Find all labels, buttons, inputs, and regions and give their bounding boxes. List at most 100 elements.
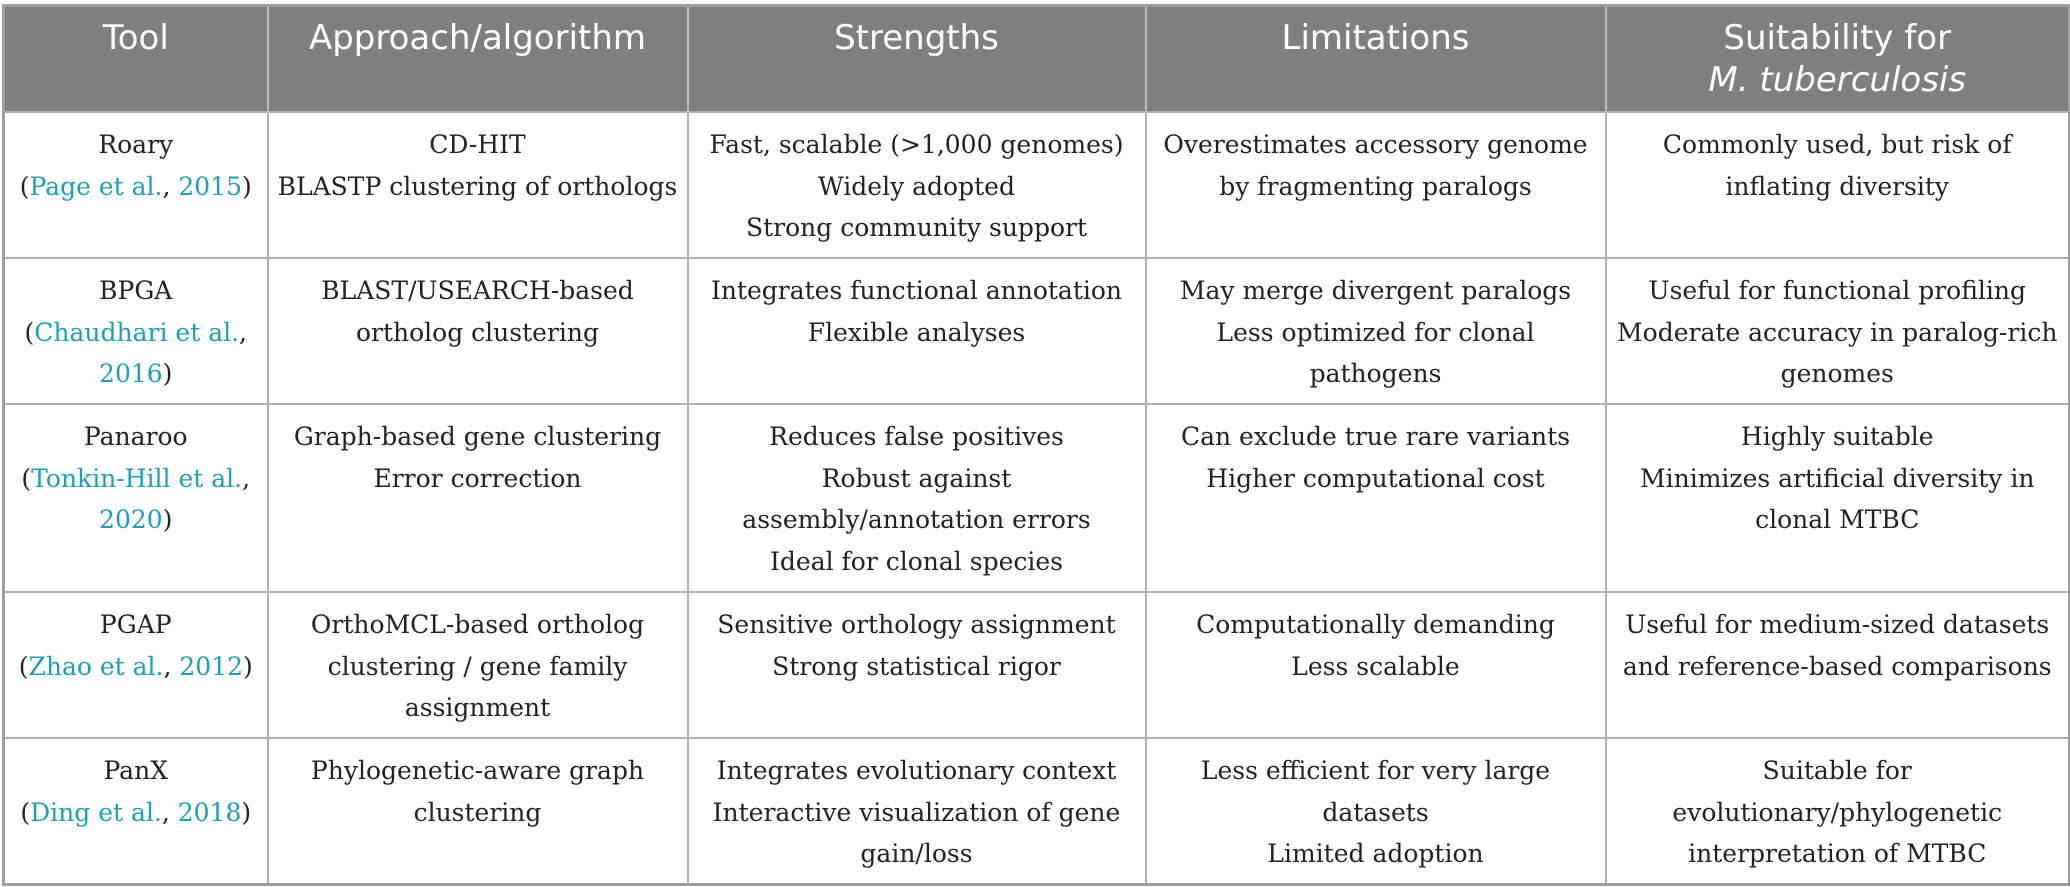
citation-close-paren: )	[243, 651, 253, 681]
citation-close-paren: )	[162, 505, 173, 534]
strengths-item: Fast, scalable (>1,000 genomes)	[709, 130, 1124, 159]
strengths-item: Widely adopted	[818, 171, 1015, 201]
citation-author-link[interactable]: Chaudhari et al.	[34, 317, 240, 347]
table-row: BPGA (Chaudhari et al., 2016) BLAST/USEARC…	[2, 257, 2070, 405]
suitability-item: Moderate accuracy in paralog-rich genome…	[1617, 317, 2058, 389]
table-container: Tool Approach/algorithm Strengths Limita…	[2, 4, 2070, 886]
suitability-item: Minimizes artificial diversity in clonal…	[1640, 463, 2035, 535]
suitability-cell: Highly suitable Minimizes artificial dive…	[1604, 403, 2070, 593]
table-row: Roary (Page et al., 2015) CD-HIT BLASTP clu…	[2, 111, 2070, 259]
table-header: Tool Approach/algorithm Strengths Limita…	[2, 5, 2070, 112]
approach-cell: OrthoMCL-based ortholog clustering / gen…	[266, 591, 689, 739]
limitations-item: Less efficient for very large datasets	[1200, 756, 1551, 827]
strengths-cell: Reduces false positives Robust against as…	[686, 403, 1147, 593]
header-suitability-species: M. tuberculosis	[1708, 60, 1967, 100]
citation-separator: ,	[163, 651, 180, 681]
suitability-cell: Useful for medium-sized datasets and ref…	[1604, 591, 2070, 739]
tool-name: Roary	[98, 130, 174, 159]
limitations-cell: May merge divergent paralogs Less optimiz…	[1144, 257, 1607, 405]
tool-cell: Panaroo (Tonkin-Hill et al., 2020)	[2, 403, 269, 593]
tool-citation: (Chaudhari et al., 2016)	[25, 318, 248, 389]
approach-cell: Phylogenetic-aware graph clustering	[266, 737, 689, 886]
header-approach-label: Approach/algorithm	[308, 18, 647, 58]
header-strengths: Strengths	[686, 5, 1147, 112]
citation-separator: ,	[162, 171, 179, 201]
limitations-cell: Overestimates accessory genome by fragme…	[1144, 111, 1607, 259]
suitability-cell: Useful for functional profiling Moderate …	[1604, 257, 2070, 405]
suitability-item: Useful for functional profiling	[1648, 276, 2026, 305]
limitations-item: Computationally demanding	[1196, 610, 1555, 639]
tool-cell: Roary (Page et al., 2015)	[2, 111, 269, 259]
tool-citation: (Ding et al., 2018)	[20, 798, 251, 827]
approach-item: BLASTP clustering of orthologs	[277, 171, 678, 201]
header-limitations: Limitations	[1144, 5, 1607, 112]
limitations-cell: Computationally demanding Less scalable	[1144, 591, 1607, 739]
limitations-item: Less optimized for clonal pathogens	[1216, 317, 1535, 389]
table-row: Panaroo (Tonkin-Hill et al., 2020) Graph-b…	[2, 403, 2070, 593]
citation-author-link[interactable]: Zhao et al.	[28, 651, 164, 681]
strengths-item: Interactive visualization of gene gain/l…	[712, 797, 1121, 869]
approach-item: Error correction	[373, 463, 582, 493]
citation-open-paren: (	[18, 651, 29, 681]
tool-cell: PanX (Ding et al., 2018)	[2, 737, 269, 886]
strengths-item: Ideal for clonal species	[770, 546, 1063, 576]
citation-year-link[interactable]: 2015	[178, 171, 242, 201]
citation-close-paren: )	[162, 359, 173, 388]
citation-year-link[interactable]: 2018	[177, 797, 242, 827]
citation-open-paren: (	[19, 171, 30, 201]
suitability-item: Useful for medium-sized datasets and ref…	[1622, 610, 2052, 681]
header-tool: Tool	[2, 5, 269, 112]
header-row: Tool Approach/algorithm Strengths Limita…	[2, 5, 2070, 112]
limitations-cell: Can exclude true rare variants Higher com…	[1144, 403, 1607, 593]
limitations-item: Can exclude true rare variants	[1180, 422, 1571, 451]
limitations-item: Limited adoption	[1267, 839, 1484, 868]
header-suitability-label: Suitability for M. tuberculosis	[1613, 7, 2063, 101]
header-limitations-label: Limitations	[1281, 18, 1470, 58]
strengths-item: Sensitive orthology assignment	[717, 610, 1116, 639]
strengths-item: Strong statistical rigor	[772, 651, 1061, 681]
citation-year-link[interactable]: 2012	[179, 651, 244, 681]
header-strengths-label: Strengths	[834, 18, 999, 58]
limitations-item: Overestimates accessory genome by fragme…	[1163, 130, 1588, 201]
approach-item: BLAST/USEARCH-based ortholog clustering	[321, 276, 634, 347]
strengths-cell: Integrates evolutionary context Interacti…	[686, 737, 1147, 886]
citation-close-paren: )	[241, 797, 252, 827]
strengths-item: Strong community support	[746, 213, 1087, 242]
approach-cell: BLAST/USEARCH-based ortholog clustering	[266, 257, 689, 405]
approach-item: Graph-based gene clustering	[293, 422, 662, 451]
suitability-cell: Suitable for evolutionary/phylogenetic i…	[1604, 737, 2070, 886]
citation-open-paren: (	[21, 463, 32, 493]
approach-cell: Graph-based gene clustering Error correct…	[266, 403, 689, 593]
citation-author-link[interactable]: Page et al.	[29, 171, 163, 201]
suitability-item: Suitable for evolutionary/phylogenetic i…	[1672, 756, 2003, 868]
tool-cell: PGAP (Zhao et al., 2012)	[2, 591, 269, 739]
header-approach: Approach/algorithm	[266, 5, 689, 112]
citation-author-link[interactable]: Tonkin-Hill et al.	[31, 463, 243, 493]
strengths-item: Reduces false positives	[769, 422, 1064, 451]
approach-cell: CD-HIT BLASTP clustering of orthologs	[266, 111, 689, 259]
strengths-cell: Sensitive orthology assignment Strong sta…	[686, 591, 1147, 739]
table-row: PGAP (Zhao et al., 2012) OrthoMCL-based or…	[2, 591, 2070, 739]
limitations-item: Higher computational cost	[1206, 463, 1545, 493]
approach-item: Phylogenetic-aware graph clustering	[310, 756, 645, 827]
citation-year-link[interactable]: 2016	[99, 359, 163, 388]
tool-name: PGAP	[99, 610, 172, 639]
suitability-item: Commonly used, but risk of inflating div…	[1662, 130, 2012, 201]
header-suitability: Suitability for M. tuberculosis	[1604, 5, 2070, 112]
table-row: PanX (Ding et al., 2018) Phylogenetic-awar…	[2, 737, 2070, 886]
citation-open-paren: (	[24, 317, 35, 347]
strengths-cell: Fast, scalable (>1,000 genomes) Widely ad…	[686, 111, 1147, 259]
limitations-item: May merge divergent paralogs	[1179, 276, 1572, 305]
citation-separator: ,	[242, 463, 251, 493]
tool-citation: (Tonkin-Hill et al., 2020)	[21, 464, 250, 535]
tool-name: Panaroo	[83, 422, 188, 451]
limitations-item: Less scalable	[1291, 651, 1460, 681]
citation-year-link[interactable]: 2020	[99, 505, 163, 534]
citation-author-link[interactable]: Ding et al.	[30, 797, 162, 827]
tool-name: BPGA	[99, 276, 173, 305]
limitations-cell: Less efficient for very large datasets Li…	[1144, 737, 1607, 886]
strengths-item: Flexible analyses	[807, 317, 1026, 347]
citation-open-paren: (	[20, 797, 31, 827]
header-tool-label: Tool	[102, 18, 169, 58]
citation-separator: ,	[239, 317, 247, 347]
